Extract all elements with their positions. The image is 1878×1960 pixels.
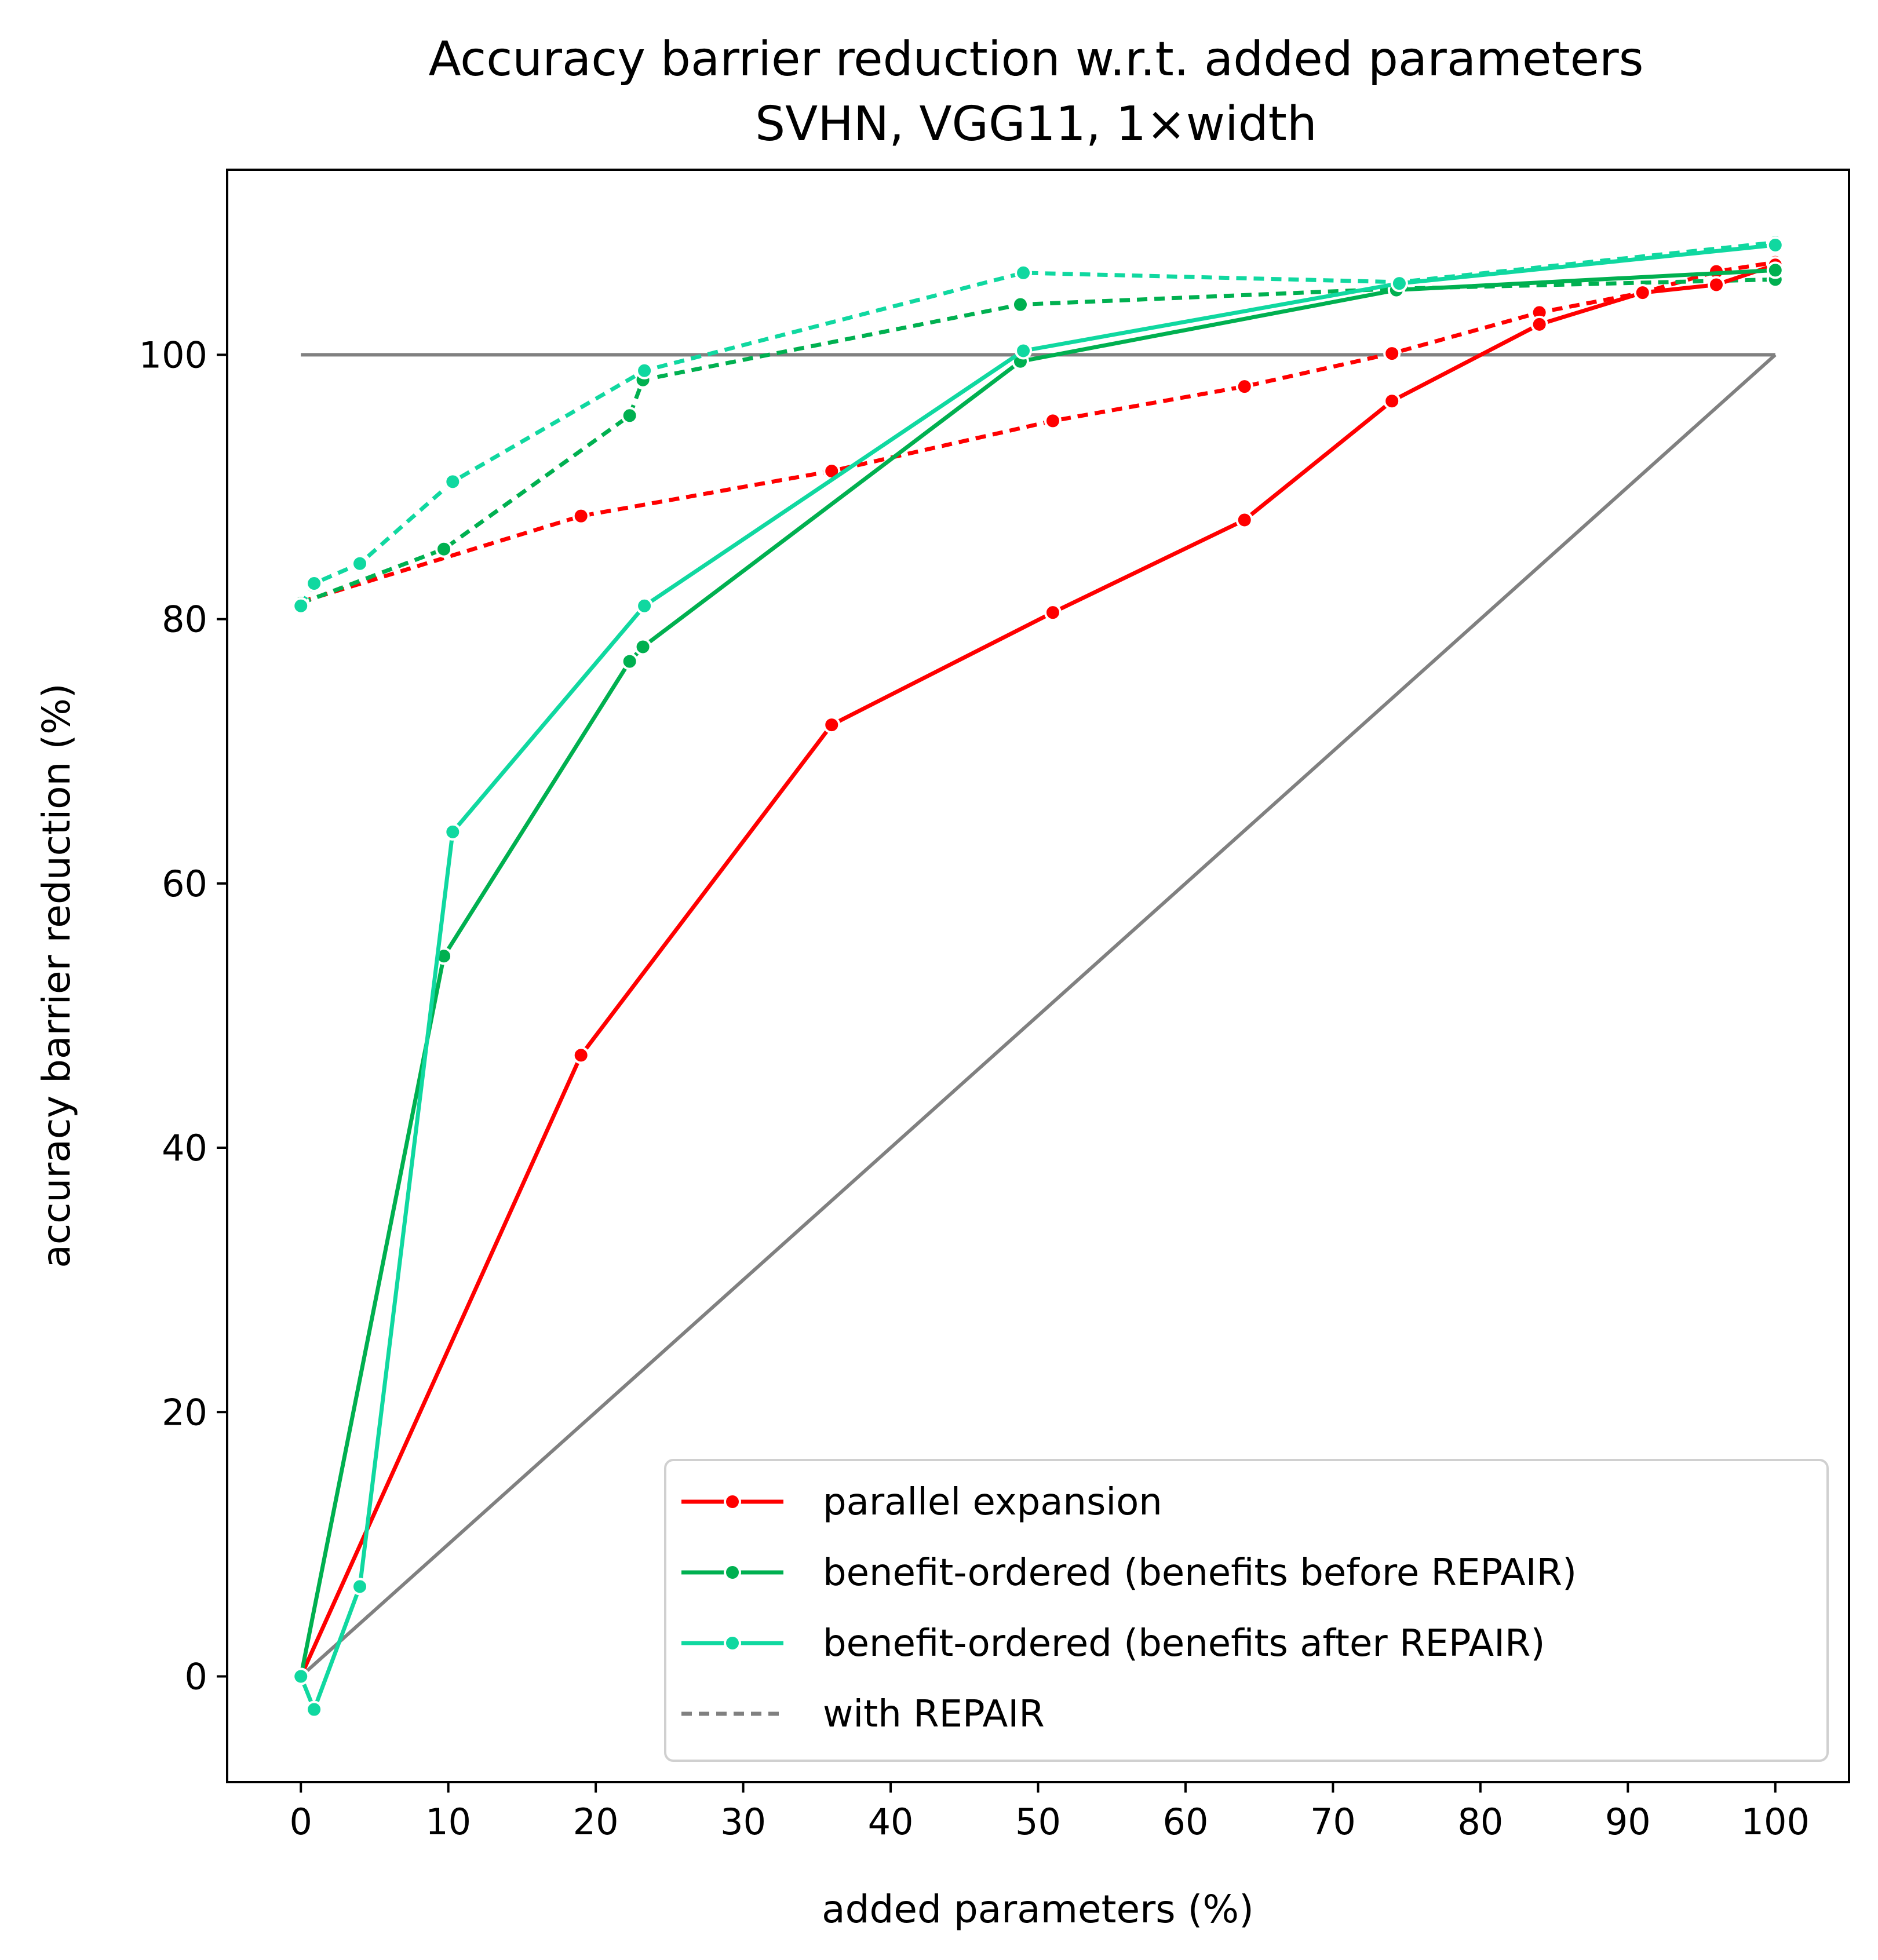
y-tick-label: 40 [162,1127,207,1169]
legend-label: benefit-ordered (benefits after REPAIR) [823,1622,1545,1665]
legend-entries: parallel expansion benefit-ordered (benef… [681,1481,1577,1736]
data-point [1235,511,1253,529]
data-point [636,362,654,379]
y-tick-label: 20 [162,1391,207,1433]
chart-subtitle: SVHN, VGG11, 1×width [755,97,1317,152]
data-point [1235,378,1253,396]
legend-swatch-marker [724,1493,741,1510]
data-point [636,597,654,615]
series-2 [292,236,1784,1718]
data-point [292,597,310,615]
data-point [1383,345,1401,363]
y-tick-label: 60 [162,863,207,905]
data-point [1015,264,1033,282]
y-axis-label: accuracy barrier reduction (%) [34,683,79,1268]
series-line-2 [298,243,1776,1712]
x-tick-label: 60 [1163,1801,1209,1843]
x-axis-ticks: 0 10 20 30 40 50 60 70 80 90 100 [290,1782,1810,1843]
data-point [1383,392,1401,410]
legend-entry-0: parallel expansion [681,1481,1162,1524]
x-tick-label: 100 [1741,1801,1810,1843]
data-point [621,407,639,425]
x-tick-label: 0 [290,1801,312,1843]
legend: parallel expansion benefit-ordered (benef… [664,1459,1829,1762]
data-point [1044,412,1062,430]
data-point [305,1700,323,1718]
data-point [1044,604,1062,622]
legend-entry-1: benefit-ordered (benefits before REPAIR) [681,1552,1577,1594]
data-point [292,1667,310,1685]
x-tick-label: 30 [720,1801,766,1843]
chart-title: Accuracy barrier reduction w.r.t. added … [428,32,1643,87]
data-point [621,652,639,670]
legend-swatch-marker [724,1634,741,1652]
data-point [444,823,462,841]
y-tick-label: 0 [185,1656,207,1698]
legend-label: parallel expansion [823,1481,1162,1524]
y-tick-label: 80 [162,598,207,641]
data-point [351,1578,369,1596]
data-point [572,1046,590,1064]
legend-entry-2: benefit-ordered (benefits after REPAIR) [681,1622,1545,1665]
legend-entry-3: with REPAIR [681,1693,1045,1736]
reference-lines [300,353,1777,1678]
legend-swatch-marker [724,1564,741,1581]
data-point [1766,261,1784,279]
x-tick-label: 50 [1015,1801,1061,1843]
x-tick-label: 10 [425,1801,471,1843]
data-point [1530,315,1548,333]
legend-label: benefit-ordered (benefits before REPAIR) [823,1552,1577,1594]
x-tick-label: 90 [1605,1801,1651,1843]
data-point [1390,275,1408,293]
legend-box [664,1459,1829,1762]
data-point [1015,342,1033,360]
y-tick-label: 100 [139,334,207,376]
data-point [1011,295,1029,313]
legend-label: with REPAIR [823,1693,1045,1736]
x-tick-label: 70 [1310,1801,1356,1843]
x-tick-label: 40 [868,1801,914,1843]
y-axis-ticks: 0 20 40 60 80 100 [139,334,227,1698]
data-point [351,554,369,572]
data-point [823,716,841,734]
x-tick-label: 80 [1457,1801,1503,1843]
data-point [444,473,462,491]
series-lines [292,233,1784,1718]
data-point [634,638,652,656]
x-tick-label: 20 [573,1801,619,1843]
x-axis-label: added parameters (%) [822,1887,1254,1932]
reference-line-1 [300,353,1777,1678]
data-point [572,507,590,525]
data-point [305,574,323,592]
data-point [1766,236,1784,254]
data-point [1633,284,1651,302]
data-point [435,540,453,558]
data-point [1707,276,1725,294]
series-line-0 [299,262,1776,1677]
